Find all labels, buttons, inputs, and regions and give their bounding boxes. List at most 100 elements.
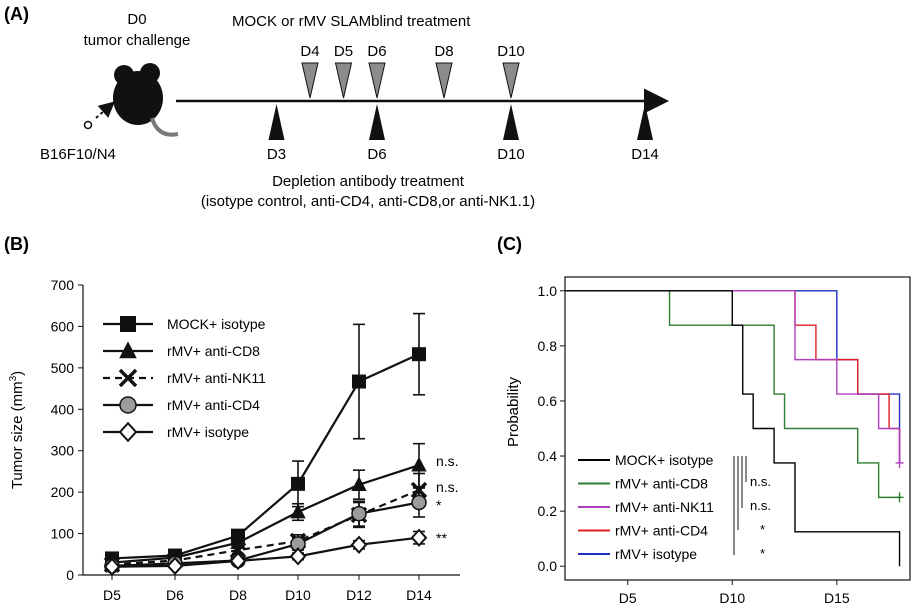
bottom-marker [637, 104, 653, 140]
x-tick-label: D8 [229, 587, 247, 603]
legend-entry: rMV+ anti-NK11 [615, 499, 714, 515]
x-tick-label: D15 [824, 590, 850, 606]
data-point [291, 476, 305, 491]
data-point [411, 456, 427, 472]
y-tick-label: 500 [51, 360, 75, 376]
y-tick-label: 200 [51, 484, 75, 500]
bottom-day-label: D6 [367, 146, 386, 163]
top-marker [334, 62, 353, 99]
x-tick-label: D6 [166, 587, 184, 603]
y-tick-label: 600 [51, 318, 75, 334]
y-tick-label: 300 [51, 443, 75, 459]
series-line [111, 536, 420, 568]
y-tick-label: 700 [51, 277, 75, 293]
chart-c-significance: n.s. n.s. * * [733, 456, 771, 561]
panel-c: (C) 0.0 0.2 0.4 0.6 0.8 1.0 D5 D10 D15 Probabili… [497, 234, 911, 606]
plot-frame [564, 276, 911, 581]
data-point [229, 551, 247, 571]
treatment-top-label: MOCK or rMV SLAMblind treatment [232, 13, 471, 30]
data-point [290, 503, 306, 519]
y-tick-label: 0.0 [538, 558, 558, 574]
top-day-label: D8 [434, 43, 453, 60]
sig-c-cd4: * [760, 522, 765, 537]
series-line [111, 464, 420, 564]
panel-c-label: (C) [497, 234, 522, 254]
data-point [166, 556, 184, 576]
y-tick-label: 0.6 [538, 393, 558, 409]
survival-curve [565, 290, 900, 499]
sig-c-isotype: * [760, 546, 765, 561]
data-point [119, 396, 137, 414]
y-tick-label: 0 [66, 567, 74, 583]
y-tick-label: 0.2 [538, 503, 558, 519]
top-day-label: D5 [334, 43, 353, 60]
x-tick-label: D5 [619, 590, 637, 606]
x-tick-label: D14 [406, 587, 432, 603]
data-point [118, 421, 138, 443]
legend-entry: rMV+ anti-CD4 [167, 397, 260, 413]
series-triangle [104, 442, 427, 569]
panel-a-label: (A) [4, 4, 29, 24]
data-point [351, 505, 367, 522]
treatment-bottom-line1: Depletion antibody treatment [272, 173, 465, 190]
top-treatment-markers: D4 D5 D6 D8 D10 [300, 43, 525, 99]
d0-subtitle: tumor challenge [84, 32, 191, 49]
bottom-day-label: D10 [497, 146, 525, 163]
legend-entry: rMV+ isotype [615, 546, 697, 562]
data-point [412, 347, 426, 362]
chart-b-significance: n.s. n.s. * ** [436, 453, 459, 546]
mouse-icon [113, 63, 179, 137]
injection-icon [83, 101, 116, 130]
y-tick-label: 1.0 [538, 283, 558, 299]
x-tick-label: D10 [719, 590, 745, 606]
data-point [103, 557, 121, 576]
d0-title: D0 [127, 11, 146, 28]
top-day-label: D6 [367, 43, 386, 60]
panel-a: (A) D0 tumor challenge B16F10/N4 MOCK or… [4, 4, 669, 210]
bottom-marker [503, 104, 519, 140]
legend-entry: rMV+ anti-CD4 [615, 523, 708, 539]
y-tick-label: 400 [51, 401, 75, 417]
panel-b: (B) 0 100 200 300 400 500 600 700 D5 D6 D8 D10 D12 D1… [4, 234, 460, 603]
data-point [410, 528, 428, 547]
top-day-label: D10 [497, 43, 525, 60]
data-point [351, 476, 367, 491]
top-marker [301, 62, 319, 99]
survival-chart: 0.0 0.2 0.4 0.6 0.8 1.0 D5 D10 D15 [538, 276, 911, 606]
legend-entry: MOCK+ isotype [615, 452, 714, 468]
series-diamond [103, 528, 428, 576]
x-tick-label: D5 [103, 587, 121, 603]
chart-c-ylabel: Probability [505, 376, 522, 447]
x-tick-label: D10 [285, 587, 311, 603]
data-point [289, 547, 307, 566]
legend-entry: rMV+ isotype [167, 424, 249, 440]
y-tick-label: 100 [51, 526, 75, 542]
treatment-bottom-line2: (isotype control, anti-CD4, anti-CD8,or … [201, 193, 535, 210]
legend-entry: MOCK+ isotype [167, 316, 266, 332]
survival-curve [565, 290, 901, 567]
sig-cd8: n.s. [436, 453, 459, 469]
chart-b-legend: MOCK+ isotype rMV+ anti-CD8 rMV+ anti-NK11… [103, 316, 266, 443]
cell-line-label: B16F10/N4 [40, 146, 116, 163]
bottom-marker [268, 104, 285, 140]
legend-entry: rMV+ anti-CD8 [167, 343, 260, 359]
legend-entry: rMV+ anti-NK11 [167, 370, 266, 386]
chart-b-ylabel: Tumor size (mm3) [8, 371, 26, 489]
sig-c-nk11: n.s. [750, 498, 771, 513]
data-point [118, 368, 138, 388]
tumor-size-chart: 0 100 200 300 400 500 600 700 D5 D6 D8 D10 D12 D14 [51, 277, 460, 603]
panel-b-label: (B) [4, 234, 29, 254]
survival-curve [565, 290, 901, 463]
bottom-marker [369, 104, 385, 140]
top-marker [368, 62, 386, 99]
y-tick-label: 0.8 [538, 338, 558, 354]
data-point [120, 316, 136, 332]
data-point [352, 374, 366, 389]
series-line [111, 501, 420, 567]
data-point [119, 341, 137, 359]
legend-entry: rMV+ anti-CD8 [615, 476, 708, 492]
y-tick-label: 0.4 [538, 448, 558, 464]
sig-isotype: ** [436, 530, 447, 546]
x-tick-label: D12 [346, 587, 372, 603]
